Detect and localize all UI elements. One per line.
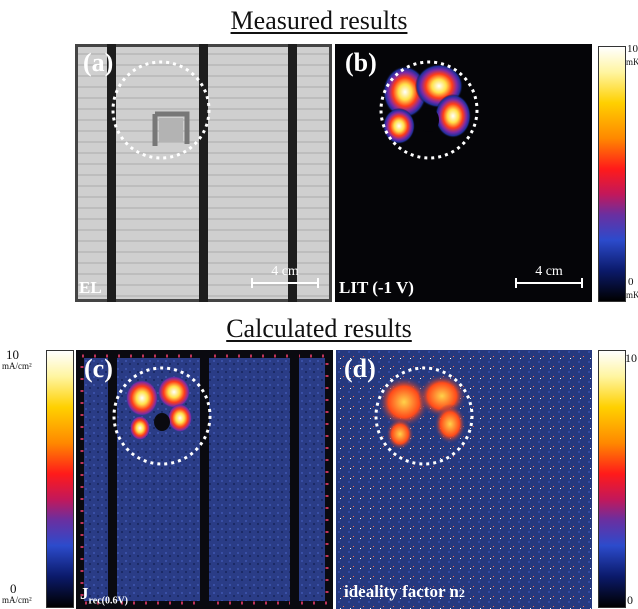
highlight-circle (111, 60, 211, 160)
colorbar-c-max-unit: mA/cm² (2, 361, 32, 371)
panel-c-label-main: J (80, 584, 89, 603)
panel-d-letter: (d) (344, 354, 376, 383)
lit-hotspot (379, 60, 479, 160)
panel-a-bottom-label: EL (79, 278, 102, 297)
panel-c-label-sub: rec(0.6V) (88, 595, 129, 607)
calculated-results-heading: Calculated results (226, 314, 412, 343)
panel-a-letter: (a) (83, 48, 114, 77)
panel-d-ideality-map: (d) ideality factor n2 (336, 350, 592, 609)
colorbar-d-max: 10 (625, 351, 637, 365)
panel-b-scalebar: 4 cm (515, 264, 583, 288)
ideality-map (336, 350, 592, 609)
panel-d-label-main: ideality factor n (344, 582, 459, 601)
colorbar-d-min: 0 (627, 593, 633, 607)
jrec-map (80, 350, 329, 609)
panel-a-scalebar: 4 cm (251, 264, 319, 288)
panel-c-letter: (c) (84, 354, 113, 383)
panel-b-scale-label: 4 cm (535, 264, 563, 279)
colorbar-b-max-unit: mK (626, 57, 638, 67)
colorbar-b-max: 10 (627, 43, 638, 55)
panel-b-bottom-label: LIT (-1 V) (339, 278, 414, 297)
panel-d-bottom-label: ideality factor n2 (344, 582, 465, 602)
panel-c-jrec-map: (c) Jrec(0.6V) (76, 350, 333, 609)
panel-a-scale-label: 4 cm (271, 264, 299, 279)
colorbar-b-min-unit: mK (626, 290, 638, 300)
measured-results-heading: Measured results (230, 6, 408, 35)
panel-d-label-sub: 2 (458, 586, 465, 600)
panel-c-bottom-label: Jrec(0.6V) (80, 584, 128, 606)
colorbar-b-min: 0 (628, 276, 634, 288)
colorbar-c-min: 0 (10, 581, 17, 596)
colorbar-c (46, 350, 74, 608)
el-image (75, 44, 332, 302)
panel-b-letter: (b) (345, 48, 377, 77)
colorbar-c-min-unit: mA/cm² (2, 595, 32, 605)
colorbar-d (598, 350, 626, 608)
panel-b-lit-image: (b) LIT (-1 V) 4 cm (335, 44, 592, 302)
colorbar-c-max: 10 (6, 347, 19, 362)
panel-a-el-image: (a) EL 4 cm (75, 44, 332, 302)
colorbar-b (598, 46, 626, 302)
